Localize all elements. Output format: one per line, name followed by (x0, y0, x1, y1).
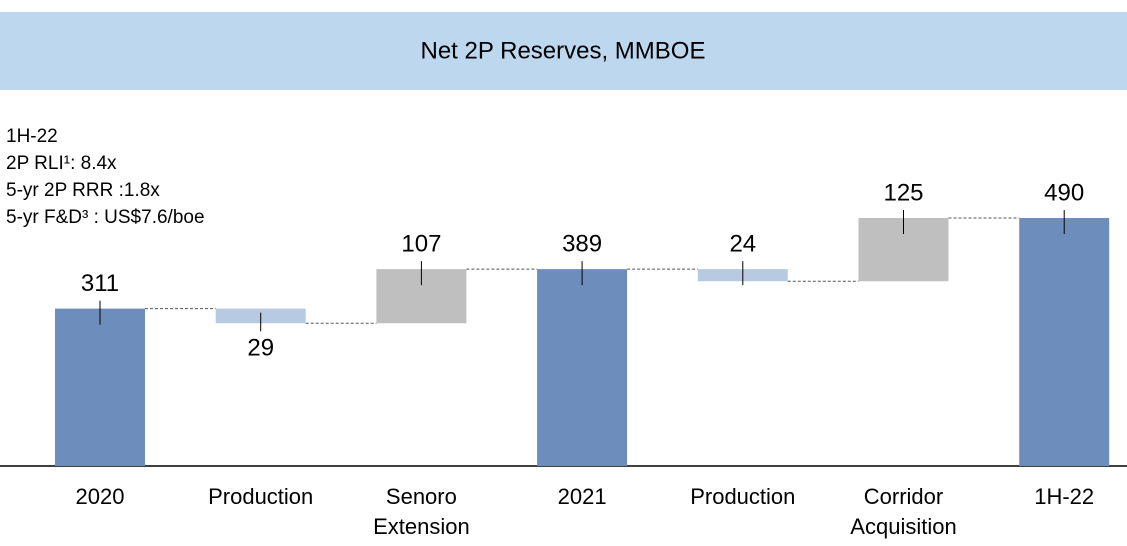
value-label: 125 (883, 179, 923, 206)
x-tick-label: 1H-22 (1034, 484, 1095, 509)
bar (1019, 218, 1110, 466)
note: 2P RLI¹: 8.4x (6, 153, 117, 174)
x-tick-label: Production (690, 484, 796, 509)
value-label: 24 (729, 230, 756, 257)
x-tick-label: Corridor Acquisition (850, 484, 957, 539)
value-label: 107 (401, 230, 441, 257)
x-tick-label: 2021 (557, 484, 607, 509)
bar (55, 308, 145, 466)
bar (537, 269, 628, 466)
value-label: 311 (81, 270, 119, 297)
value-label: 389 (562, 230, 602, 257)
chart-title: Net 2P Reserves, MMBOE (421, 37, 706, 64)
x-tick-label: 2020 (75, 484, 125, 509)
note: 5-yr 2P RRR :1.8x (6, 180, 160, 201)
title-banner (0, 12, 1127, 90)
note: 1H-22 (6, 126, 58, 147)
x-tick-label: Senoro Extension (373, 484, 470, 539)
note: 5-yr F&D³ : US$7.6/boe (6, 207, 205, 228)
value-label: 490 (1044, 179, 1084, 206)
value-label: 29 (247, 335, 274, 362)
x-tick-label: Production (208, 484, 314, 509)
